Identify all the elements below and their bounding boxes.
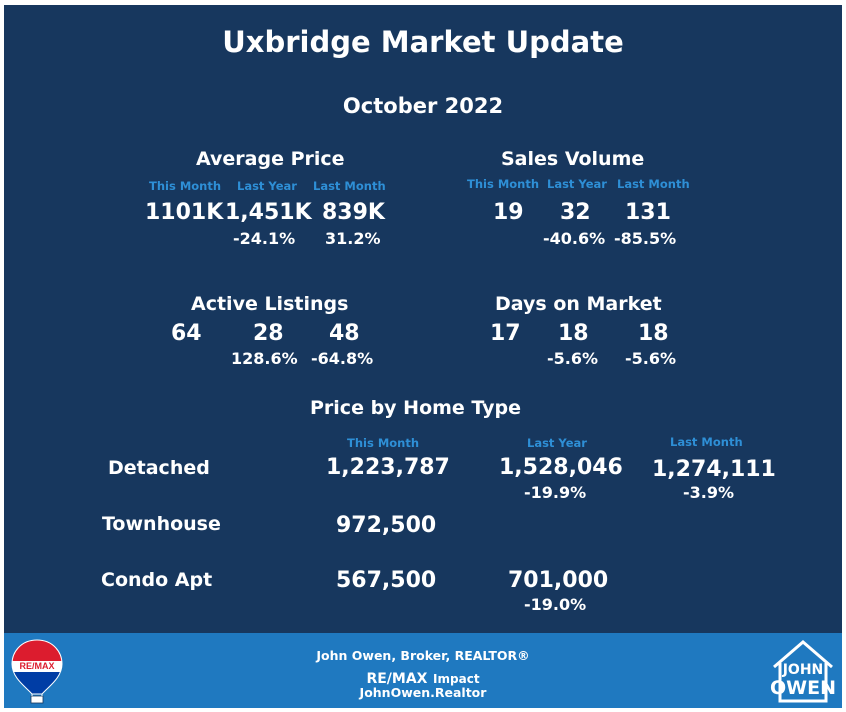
sales-change-last-month: -85.5% bbox=[614, 229, 677, 248]
dom-value-last-year: 18 bbox=[558, 321, 589, 346]
days-on-market-title: Days on Market bbox=[495, 293, 662, 315]
sales-change-last-year: -40.6% bbox=[543, 229, 606, 248]
townhouse-this-month: 972,500 bbox=[336, 513, 437, 538]
balloon-icon bbox=[11, 639, 63, 704]
sales-label-this-month: This Month bbox=[467, 177, 540, 191]
sales-label-last-year: Last Year bbox=[547, 177, 607, 191]
sales-value-last-month: 131 bbox=[625, 200, 671, 225]
avg-change-last-month: 31.2% bbox=[325, 229, 381, 248]
listings-value-last-year: 28 bbox=[253, 321, 284, 346]
listings-value-last-month: 48 bbox=[329, 321, 360, 346]
avg-value-last-year: 1,451K bbox=[225, 200, 312, 225]
detached-last-month-change: -3.9% bbox=[683, 483, 735, 502]
home-type-title: Price by Home Type bbox=[310, 397, 522, 419]
detached-last-year-change: -19.9% bbox=[524, 483, 587, 502]
sales-label-last-month: Last Month bbox=[617, 177, 690, 191]
footer-brand-line: RE/MAX Impact bbox=[4, 668, 842, 687]
dom-change-last-month: -5.6% bbox=[625, 349, 677, 368]
home-label-this-month: This Month bbox=[347, 436, 420, 450]
condo-last-year-change: -19.0% bbox=[524, 595, 587, 614]
average-price-title: Average Price bbox=[196, 148, 345, 170]
row-condo-apt-label: Condo Apt bbox=[101, 569, 213, 591]
avg-value-last-month: 839K bbox=[322, 200, 385, 225]
footer-brand-suffix: Impact bbox=[433, 672, 480, 686]
sales-volume-title: Sales Volume bbox=[501, 148, 645, 170]
dom-value-last-month: 18 bbox=[638, 321, 669, 346]
detached-last-month: 1,274,111 bbox=[652, 457, 776, 482]
dom-change-last-year: -5.6% bbox=[547, 349, 599, 368]
avg-value-this-month: 1101K bbox=[145, 200, 224, 225]
john-owen-logo: JOHN OWEN bbox=[768, 637, 838, 705]
active-listings-title: Active Listings bbox=[191, 293, 349, 315]
balloon-logo-text: RE/MAX bbox=[19, 661, 55, 671]
avg-change-last-year: -24.1% bbox=[233, 229, 296, 248]
house-icon bbox=[773, 640, 833, 703]
avg-label-last-month: Last Month bbox=[313, 179, 386, 193]
footer-broker-line: John Owen, Broker, REALTOR® bbox=[316, 648, 530, 663]
listings-value-this-month: 64 bbox=[171, 321, 202, 346]
avg-label-this-month: This Month bbox=[149, 179, 222, 193]
remax-balloon-logo: RE/MAX bbox=[9, 637, 65, 705]
listings-change-last-year: 128.6% bbox=[231, 349, 298, 368]
listings-change-last-month: -64.8% bbox=[311, 349, 374, 368]
footer-brand: RE/MAX bbox=[366, 671, 428, 687]
page-title: Uxbridge Market Update bbox=[222, 25, 624, 59]
condo-last-year: 701,000 bbox=[508, 568, 609, 593]
row-detached-label: Detached bbox=[108, 457, 210, 479]
home-label-last-year: Last Year bbox=[527, 436, 587, 450]
condo-this-month: 567,500 bbox=[336, 568, 437, 593]
home-label-last-month: Last Month bbox=[670, 435, 743, 449]
footer-bar: RE/MAX John Owen, Broker, REALTOR® RE/MA… bbox=[4, 633, 842, 708]
sales-value-this-month: 19 bbox=[493, 200, 524, 225]
detached-last-year: 1,528,046 bbox=[499, 455, 623, 480]
period-label: October 2022 bbox=[342, 94, 504, 118]
dom-value-this-month: 17 bbox=[490, 321, 521, 346]
detached-this-month: 1,223,787 bbox=[326, 455, 450, 480]
avg-label-last-year: Last Year bbox=[237, 179, 297, 193]
market-update-panel: Uxbridge Market Update October 2022 Aver… bbox=[4, 5, 842, 633]
logo-owen: OWEN bbox=[770, 677, 836, 699]
footer-website: JohnOwen.Realtor bbox=[359, 685, 487, 700]
row-townhouse-label: Townhouse bbox=[102, 513, 221, 535]
logo-john: JOHN bbox=[782, 662, 824, 678]
sales-value-last-year: 32 bbox=[560, 200, 591, 225]
